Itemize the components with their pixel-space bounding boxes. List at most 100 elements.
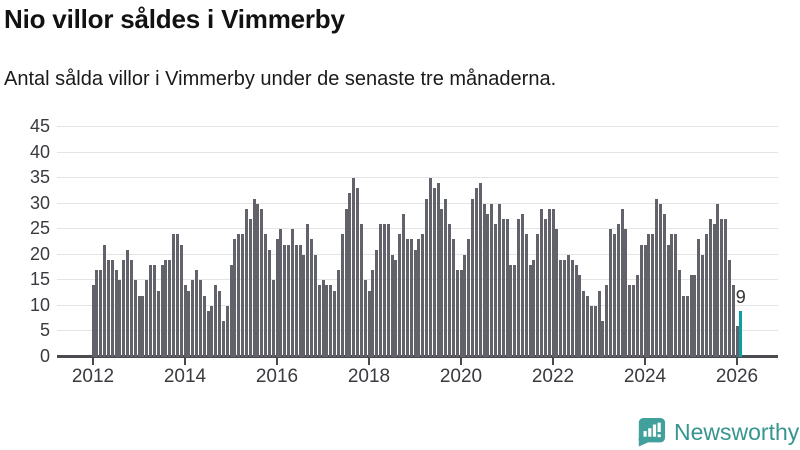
bar xyxy=(260,208,264,357)
bar xyxy=(237,234,241,357)
y-axis-tick-label: 45 xyxy=(29,116,50,136)
bar xyxy=(616,224,620,357)
bar xyxy=(294,244,298,357)
newsworthy-logo: Newsworthy xyxy=(636,416,799,448)
bar xyxy=(689,275,693,357)
bar xyxy=(566,254,570,357)
bar xyxy=(187,290,191,357)
bar xyxy=(172,234,175,357)
bar xyxy=(532,259,536,357)
bar xyxy=(601,321,605,357)
bar xyxy=(628,285,632,357)
x-axis-tick-label: 2020 xyxy=(439,366,483,387)
bar xyxy=(175,234,179,357)
bar xyxy=(264,234,267,357)
y-axis-tick-label: 40 xyxy=(29,141,50,162)
x-axis-tick xyxy=(551,358,554,365)
bar xyxy=(467,239,471,357)
bar xyxy=(547,208,551,357)
bar xyxy=(363,280,367,357)
bar xyxy=(267,249,271,357)
bar xyxy=(91,285,95,357)
chart-subtitle: Antal sålda villor i Vimmerby under de s… xyxy=(4,68,557,90)
bar xyxy=(612,234,616,357)
bar xyxy=(517,219,520,357)
bar xyxy=(106,259,110,357)
bar xyxy=(490,203,494,357)
bar xyxy=(444,198,448,357)
bar xyxy=(459,270,463,357)
bar xyxy=(712,224,716,357)
x-axis-tick-label: 2022 xyxy=(531,366,575,387)
gridline xyxy=(57,228,778,230)
bar xyxy=(352,178,356,357)
bar xyxy=(252,198,256,357)
bar xyxy=(256,203,260,357)
bar xyxy=(543,219,547,357)
y-axis-tick-label: 25 xyxy=(29,218,50,239)
bar xyxy=(651,234,655,357)
bar xyxy=(344,208,348,357)
bar xyxy=(494,224,497,357)
bar xyxy=(233,239,237,357)
bar xyxy=(455,270,459,357)
bar xyxy=(129,259,133,357)
bar xyxy=(348,193,352,357)
bar xyxy=(398,234,402,357)
newsworthy-icon xyxy=(638,417,666,447)
x-axis-tick-label: 2012 xyxy=(71,366,115,387)
bar xyxy=(655,198,658,357)
bar xyxy=(168,259,172,357)
bar xyxy=(126,249,129,357)
bar xyxy=(321,280,325,357)
bar xyxy=(218,290,221,357)
bar xyxy=(597,290,601,357)
bar xyxy=(133,280,137,357)
bar xyxy=(582,290,586,357)
bar xyxy=(632,285,635,357)
bar xyxy=(662,213,666,357)
bar xyxy=(371,270,375,357)
bar xyxy=(643,244,647,357)
bar xyxy=(417,239,421,357)
x-axis-tick-label: 2014 xyxy=(163,366,207,387)
bar xyxy=(103,244,106,357)
bar xyxy=(241,234,244,357)
bar xyxy=(409,239,413,357)
bar xyxy=(382,224,386,357)
bar xyxy=(478,183,482,357)
bar xyxy=(271,280,275,357)
bar xyxy=(524,234,528,357)
bar xyxy=(735,326,739,357)
bar xyxy=(528,265,532,357)
bar xyxy=(340,234,344,357)
bar xyxy=(279,229,283,357)
bar xyxy=(425,198,428,357)
x-axis-tick-label: 2016 xyxy=(255,366,299,387)
x-axis-tick xyxy=(367,358,370,365)
bar xyxy=(99,270,103,357)
bar xyxy=(451,239,455,357)
bar xyxy=(578,275,582,357)
bar xyxy=(191,280,195,357)
bar xyxy=(229,265,233,357)
bar xyxy=(708,219,712,357)
highlighted-bar xyxy=(739,311,743,357)
bar xyxy=(310,239,313,357)
bar xyxy=(609,229,612,357)
gridline xyxy=(57,126,778,127)
bar xyxy=(520,213,524,357)
x-axis-tick xyxy=(92,358,94,365)
x-axis-tick-label: 2018 xyxy=(347,366,391,387)
bar xyxy=(248,219,252,357)
bar xyxy=(302,254,306,357)
bar xyxy=(145,280,149,357)
chart-title: Nio villor såldes i Vimmerby xyxy=(4,4,345,34)
bar xyxy=(463,254,467,357)
bar xyxy=(149,265,152,357)
bar xyxy=(210,305,214,357)
bar xyxy=(306,224,310,357)
y-axis-tick-label: 10 xyxy=(29,294,50,315)
